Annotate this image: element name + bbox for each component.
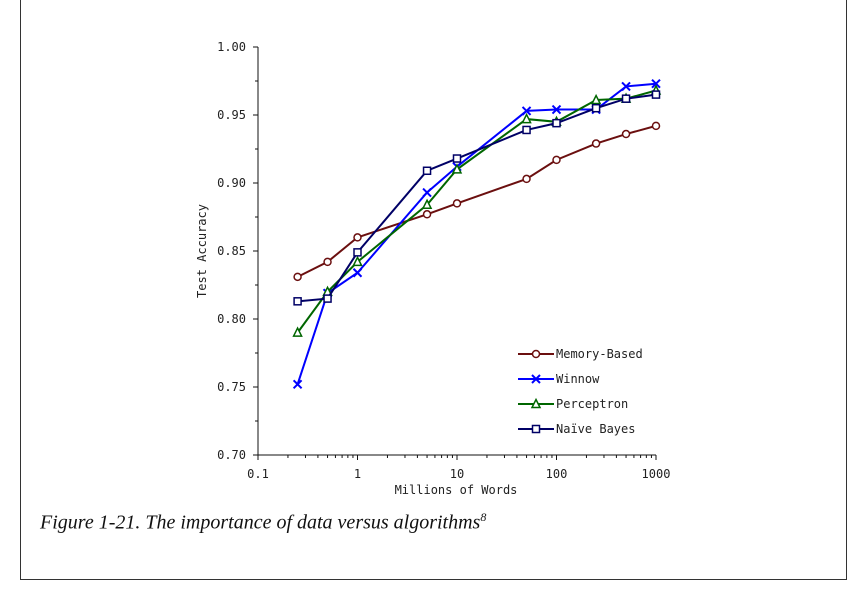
data-point	[651, 79, 661, 89]
data-point	[323, 257, 332, 267]
legend-marker	[531, 374, 541, 384]
caption-text: Figure 1-21. The importance of data vers…	[40, 511, 481, 534]
data-point	[551, 104, 562, 115]
data-point	[353, 233, 362, 242]
legend-item: Perceptron	[518, 397, 628, 411]
series-line	[297, 124, 657, 278]
series-winnow	[292, 79, 661, 389]
y-tick-label: 0.90	[217, 176, 246, 190]
data-point	[651, 90, 661, 99]
data-point	[552, 118, 561, 128]
chart-legend: Memory-Based Winnow Perceptron Naïve Bayes	[518, 347, 643, 436]
data-point	[552, 155, 561, 165]
data-point	[590, 93, 602, 105]
legend-label: Perceptron	[556, 397, 628, 411]
data-point	[292, 379, 303, 389]
data-point	[621, 94, 631, 103]
legend-marker	[531, 424, 541, 434]
data-point	[293, 297, 302, 306]
legend-marker	[530, 397, 542, 409]
data-point	[522, 174, 531, 184]
data-point	[621, 129, 631, 139]
figure-caption: Figure 1-21. The importance of data vers…	[40, 510, 486, 535]
data-point	[451, 163, 463, 174]
data-point	[452, 199, 462, 208]
data-point	[352, 255, 363, 267]
data-point	[293, 272, 302, 282]
caption-footnote: 8	[480, 510, 487, 524]
data-point	[323, 294, 332, 303]
y-axis-label: Test Accuracy	[195, 204, 209, 298]
series-memory-based	[293, 121, 661, 282]
data-point	[353, 248, 362, 257]
x-tick-label: 0.1	[247, 467, 269, 481]
chart-series	[292, 79, 662, 389]
data-point	[591, 103, 601, 113]
x-tick-label: 1	[354, 467, 361, 481]
y-tick-label: 0.80	[217, 312, 246, 326]
line-chart: 0.70 0.75 0.80 0.85 0.90 0.95 1.00 0.1 1 10 100 100…	[195, 40, 670, 497]
x-axis-label: Millions of Words	[395, 483, 518, 497]
y-tick-label: 0.85	[217, 244, 246, 258]
x-tick-label: 100	[546, 467, 568, 481]
data-point	[522, 125, 531, 135]
data-point	[422, 210, 432, 219]
y-tick-label: 0.95	[217, 108, 246, 122]
legend-label: Memory-Based	[556, 347, 643, 361]
y-tick-label: 1.00	[217, 40, 246, 54]
data-point	[521, 112, 532, 124]
legend-marker	[531, 349, 541, 359]
figure-frame	[20, 0, 847, 580]
legend-label: Naïve Bayes	[556, 422, 635, 436]
data-point	[521, 106, 532, 116]
data-point	[591, 139, 601, 148]
data-point	[651, 121, 661, 131]
series-perceptron	[292, 84, 662, 337]
data-point	[422, 166, 432, 176]
data-point	[292, 326, 303, 337]
legend-label: Winnow	[556, 372, 600, 386]
data-point	[421, 198, 433, 210]
x-tick-label: 1000	[642, 467, 671, 481]
legend-item: Winnow	[518, 372, 600, 386]
series-line	[296, 82, 657, 385]
chart-axes: 0.70 0.75 0.80 0.85 0.90 0.95 1.00 0.1 1 10 100 100…	[217, 40, 670, 481]
data-point	[621, 81, 631, 92]
y-tick-label: 0.70	[217, 448, 246, 462]
legend-item: Naïve Bayes	[518, 422, 635, 436]
data-point	[452, 154, 462, 163]
data-point	[352, 268, 363, 278]
x-tick-label: 10	[450, 467, 464, 481]
data-point	[422, 187, 432, 198]
legend-item: Memory-Based	[518, 347, 643, 361]
series-na-ve-bayes	[293, 90, 661, 306]
y-tick-label: 0.75	[217, 380, 246, 394]
series-line	[297, 93, 657, 303]
series-line	[296, 89, 657, 334]
